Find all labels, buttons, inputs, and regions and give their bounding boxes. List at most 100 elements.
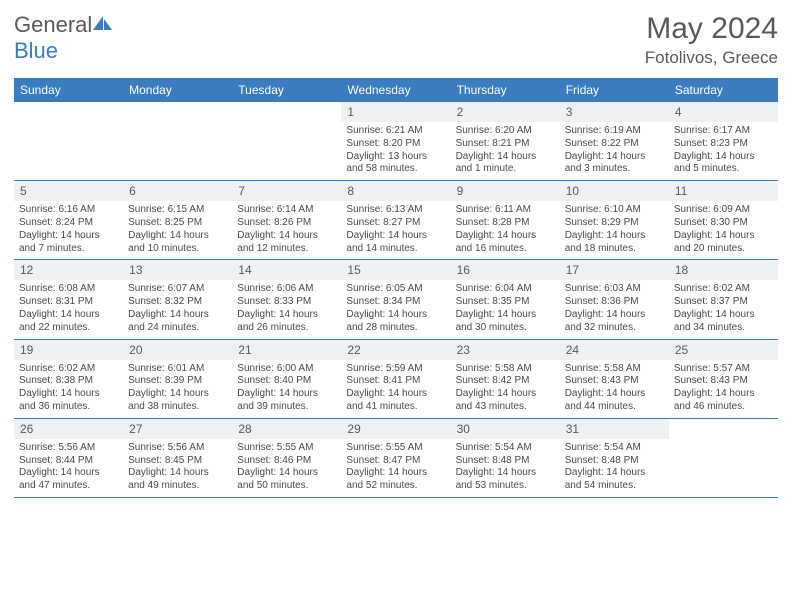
daylight-text: Daylight: 14 hours and 24 minutes. [128,309,227,335]
calendar-cell: 18 Sunrise: 6:02 AMSunset: 8:37 PMDayligh… [669,260,778,338]
day-details: Sunrise: 6:17 AMSunset: 8:23 PMDaylight:… [669,122,778,180]
daylight-text: Daylight: 14 hours and 22 minutes. [19,309,118,335]
day-number: 12 [14,260,123,280]
calendar-cell: 10Sunrise: 6:10 AMSunset: 8:29 PMDayligh… [560,181,669,259]
daylight-text: Daylight: 14 hours and 50 minutes. [237,467,336,493]
day-number: 20 [123,340,232,360]
day-number: 16 [451,260,560,280]
day-details: Sunrise: 6:07 AMSunset: 8:32 PMDaylight:… [123,280,232,338]
calendar-cell: 19Sunrise: 6:02 AMSunset: 8:38 PMDayligh… [14,340,123,418]
daylight-text: Daylight: 14 hours and 12 minutes. [237,230,336,256]
daylight-text: Daylight: 14 hours and 53 minutes. [456,467,555,493]
calendar-cell: 22Sunrise: 5:59 AMSunset: 8:41 PMDayligh… [341,340,450,418]
sunset-text: Sunset: 8:32 PM [128,296,227,309]
day-number: 14 [232,260,341,280]
calendar-cell: 20Sunrise: 6:01 AMSunset: 8:39 PMDayligh… [123,340,232,418]
title-month: May 2024 [645,12,778,46]
daylight-text: Daylight: 14 hours and 34 minutes. [674,309,773,335]
sunrise-text: Sunrise: 6:05 AM [346,283,445,296]
day-number: 2 [451,102,560,122]
day-details: Sunrise: 6:03 AMSunset: 8:36 PMDaylight:… [560,280,669,338]
daylight-text: Daylight: 14 hours and 7 minutes. [19,230,118,256]
logo-text: GeneralBlue [14,12,114,64]
day-details: Sunrise: 5:58 AMSunset: 8:42 PMDaylight:… [451,360,560,418]
calendar-cell: 27Sunrise: 5:56 AMSunset: 8:45 PMDayligh… [123,419,232,497]
day-number: 26 [14,419,123,439]
daylight-text: Daylight: 14 hours and 16 minutes. [456,230,555,256]
calendar-cell: 3Sunrise: 6:19 AMSunset: 8:22 PMDaylight… [560,102,669,180]
calendar-cell: 8Sunrise: 6:13 AMSunset: 8:27 PMDaylight… [341,181,450,259]
daylight-text: Daylight: 14 hours and 36 minutes. [19,388,118,414]
day-details: Sunrise: 6:15 AMSunset: 8:25 PMDaylight:… [123,201,232,259]
day-details: Sunrise: 6:01 AMSunset: 8:39 PMDaylight:… [123,360,232,418]
daylight-text: Daylight: 14 hours and 30 minutes. [456,309,555,335]
sunset-text: Sunset: 8:29 PM [565,217,664,230]
day-details: Sunrise: 6:04 AMSunset: 8:35 PMDaylight:… [451,280,560,338]
day-details: Sunrise: 6:00 AMSunset: 8:40 PMDaylight:… [232,360,341,418]
day-number: 3 [560,102,669,122]
sunset-text: Sunset: 8:26 PM [237,217,336,230]
sunrise-text: Sunrise: 5:56 AM [128,442,227,455]
day-details: Sunrise: 6:09 AMSunset: 8:30 PMDaylight:… [669,201,778,259]
day-number: 8 [341,181,450,201]
day-number: 6 [123,181,232,201]
week-row: 19Sunrise: 6:02 AMSunset: 8:38 PMDayligh… [14,340,778,419]
day-header: Friday [560,78,669,102]
sunset-text: Sunset: 8:39 PM [128,375,227,388]
daylight-text: Daylight: 13 hours and 58 minutes. [346,151,445,177]
day-details: Sunrise: 5:56 AMSunset: 8:45 PMDaylight:… [123,439,232,497]
sunrise-text: Sunrise: 6:07 AM [128,283,227,296]
day-number: 15 [341,260,450,280]
daylight-text: Daylight: 14 hours and 41 minutes. [346,388,445,414]
day-number: 9 [451,181,560,201]
day-number: 29 [341,419,450,439]
calendar-cell [14,102,123,180]
daylight-text: Daylight: 14 hours and 46 minutes. [674,388,773,414]
sunrise-text: Sunrise: 6:20 AM [456,125,555,138]
daylight-text: Daylight: 14 hours and 54 minutes. [565,467,664,493]
daylight-text: Daylight: 14 hours and 49 minutes. [128,467,227,493]
sunrise-text: Sunrise: 5:58 AM [565,363,664,376]
daylight-text: Daylight: 14 hours and 3 minutes. [565,151,664,177]
sunrise-text: Sunrise: 6:14 AM [237,204,336,217]
sunrise-text: Sunrise: 6:02 AM [674,283,773,296]
sunset-text: Sunset: 8:25 PM [128,217,227,230]
daylight-text: Daylight: 14 hours and 52 minutes. [346,467,445,493]
sunset-text: Sunset: 8:20 PM [346,138,445,151]
daylight-text: Daylight: 14 hours and 18 minutes. [565,230,664,256]
calendar-cell: 28Sunrise: 5:55 AMSunset: 8:46 PMDayligh… [232,419,341,497]
title-location: Fotolivos, Greece [645,48,778,68]
daylight-text: Daylight: 14 hours and 20 minutes. [674,230,773,256]
sunset-text: Sunset: 8:33 PM [237,296,336,309]
sunset-text: Sunset: 8:37 PM [674,296,773,309]
day-details: Sunrise: 5:58 AMSunset: 8:43 PMDaylight:… [560,360,669,418]
day-number: 18 [669,260,778,280]
sunrise-text: Sunrise: 5:54 AM [565,442,664,455]
day-details: Sunrise: 6:13 AMSunset: 8:27 PMDaylight:… [341,201,450,259]
calendar-cell: 11Sunrise: 6:09 AMSunset: 8:30 PMDayligh… [669,181,778,259]
sunset-text: Sunset: 8:34 PM [346,296,445,309]
day-header: Sunday [14,78,123,102]
day-number: 31 [560,419,669,439]
sunrise-text: Sunrise: 6:01 AM [128,363,227,376]
sunset-text: Sunset: 8:22 PM [565,138,664,151]
day-details: Sunrise: 6:19 AMSunset: 8:22 PMDaylight:… [560,122,669,180]
day-header-row: SundayMondayTuesdayWednesdayThursdayFrid… [14,78,778,102]
day-number: 4 [669,102,778,122]
sunset-text: Sunset: 8:36 PM [565,296,664,309]
day-number: 7 [232,181,341,201]
sunset-text: Sunset: 8:43 PM [565,375,664,388]
day-details: Sunrise: 6:16 AMSunset: 8:24 PMDaylight:… [14,201,123,259]
daylight-text: Daylight: 14 hours and 1 minute. [456,151,555,177]
sunset-text: Sunset: 8:48 PM [456,455,555,468]
day-number: 13 [123,260,232,280]
day-details: Sunrise: 6:20 AMSunset: 8:21 PMDaylight:… [451,122,560,180]
calendar-cell: 25Sunrise: 5:57 AMSunset: 8:43 PMDayligh… [669,340,778,418]
daylight-text: Daylight: 14 hours and 47 minutes. [19,467,118,493]
calendar-cell: 30Sunrise: 5:54 AMSunset: 8:48 PMDayligh… [451,419,560,497]
day-number: 17 [560,260,669,280]
calendar-cell: 21Sunrise: 6:00 AMSunset: 8:40 PMDayligh… [232,340,341,418]
calendar-cell: 5Sunrise: 6:16 AMSunset: 8:24 PMDaylight… [14,181,123,259]
day-details: Sunrise: 5:57 AMSunset: 8:43 PMDaylight:… [669,360,778,418]
sunrise-text: Sunrise: 6:15 AM [128,204,227,217]
